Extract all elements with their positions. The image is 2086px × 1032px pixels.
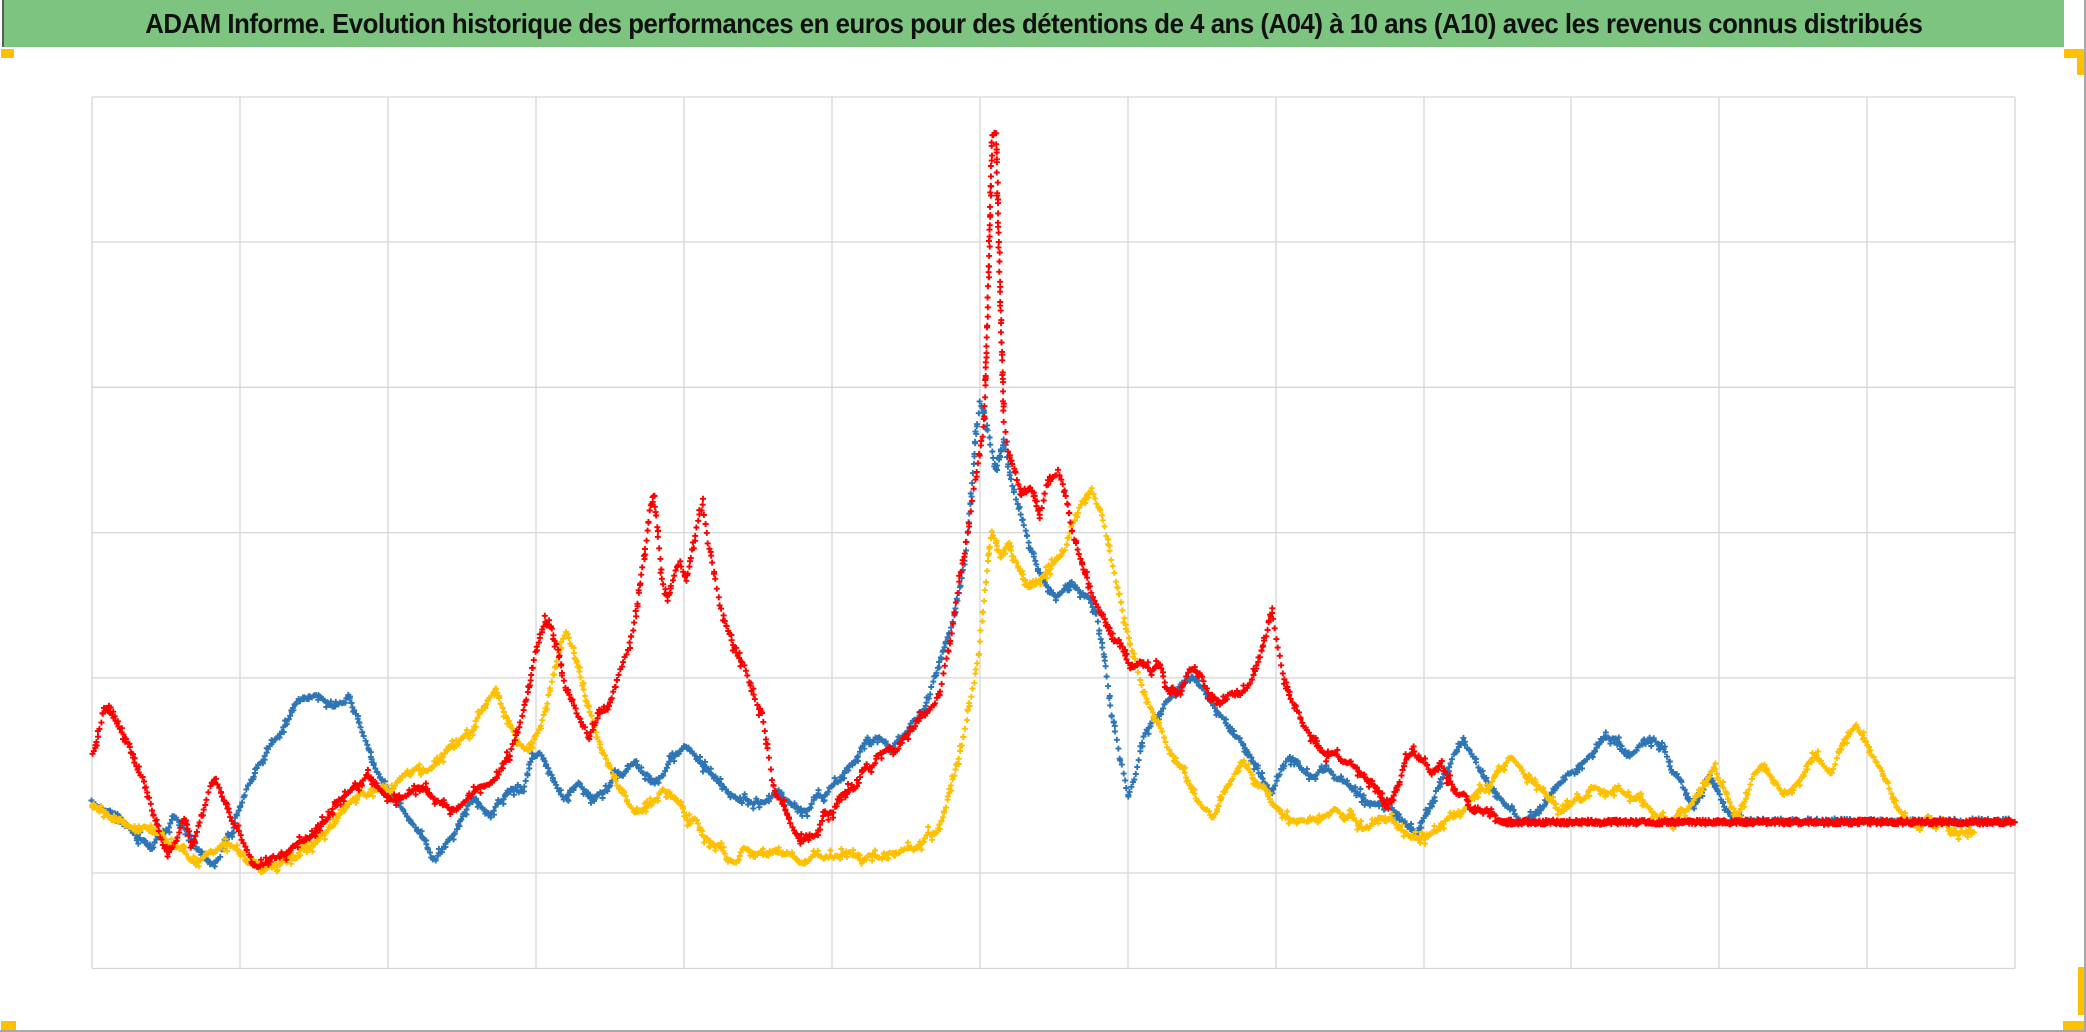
placeholder-corner-top-left xyxy=(1,49,14,58)
placeholder-corner-top-right-v xyxy=(2077,49,2086,75)
slide-right-edge xyxy=(2084,0,2086,1032)
placeholder-corner-bottom-right-h xyxy=(2063,1021,2086,1030)
chart-series xyxy=(88,129,2018,876)
placeholder-corner-top-right-h xyxy=(2064,49,2086,58)
placeholder-corner-bottom-left xyxy=(1,1021,16,1031)
scatter-series-blue xyxy=(88,398,2013,870)
placeholder-corner-bottom-right-v xyxy=(2078,967,2086,1015)
slide-bottom-edge xyxy=(0,1030,2086,1032)
slide-title-bar: ADAM Informe. Evolution historique des p… xyxy=(2,0,2064,47)
slide-title: ADAM Informe. Evolution historique des p… xyxy=(145,7,1923,39)
chart-gridlines xyxy=(91,96,2016,970)
scatter-series-red xyxy=(89,129,2018,870)
scatter-series-yellow xyxy=(89,485,1977,876)
